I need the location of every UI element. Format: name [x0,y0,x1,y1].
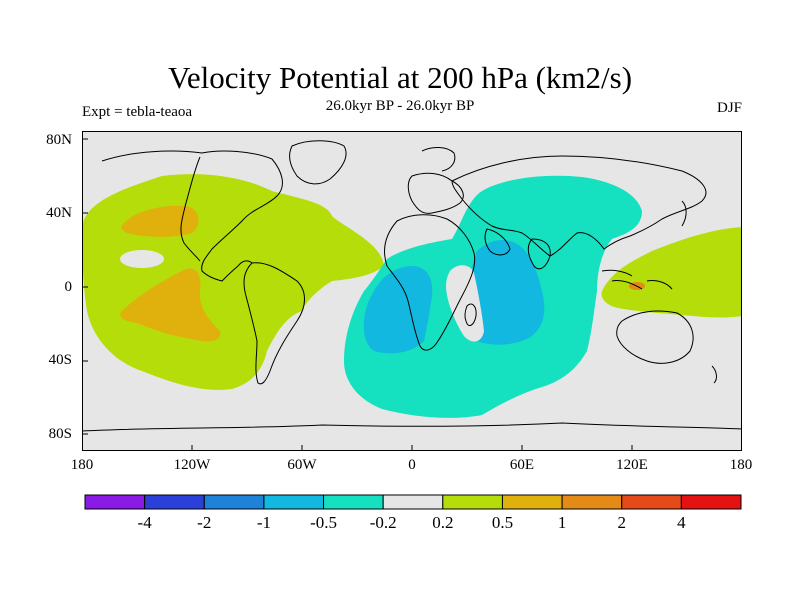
colorbar-swatch-8 [561,494,623,510]
map-plot [82,131,742,451]
colorbar-label-4: -0.2 [369,513,397,532]
colorbar-swatch-6 [442,494,503,510]
colorbar-label-1: -2 [197,513,212,532]
field-core-indian [469,239,545,345]
coastlines [82,140,742,432]
field-core-southeast-pacific [120,268,221,342]
colorbar-swatch-3 [263,494,325,510]
lat-label-40n: 40N [46,205,72,221]
plot-subtitle: 26.0kyr BP - 26.0kyr BP [325,98,475,114]
lon-label-180w: 180 [70,457,94,473]
lat-label-80n: 80N [46,132,72,148]
colorbar [84,494,742,510]
colorbar-label-3: -0.5 [310,513,337,532]
lat-label-eq: 0 [64,279,73,295]
season-label: DJF [716,100,742,116]
plot-title: Velocity Potential at 200 hPa (km2/s) [167,60,633,95]
colorbar-label-0: -4 [137,513,152,532]
colorbar-label-7: 1 [557,513,567,532]
colorbar-label-6: 0.5 [491,513,514,532]
colorbar-label-5: 0.2 [432,513,454,532]
lon-label-60e: 60E [509,457,535,473]
experiment-label: Expt = tebla-teaoa [82,104,193,120]
lat-label-80s: 80S [48,426,72,442]
colorbar-swatch-1 [144,494,205,510]
colorbar-swatch-5 [382,494,444,510]
lon-label-0: 0 [408,457,416,473]
field-pos-west-pacific [601,227,742,318]
lon-label-60w: 60W [287,457,317,473]
field-calm-spot-madagascar [446,265,484,342]
lon-label-180e: 180 [729,457,753,473]
field-core-northeast-pacific [121,205,199,237]
colorbar-swatch-4 [323,494,384,510]
field-calm-spot-pacific [120,250,164,268]
colorbar-label-9: 4 [677,513,686,532]
colorbar-swatch-0 [84,494,146,510]
colorbar-swatch-7 [501,494,563,510]
lat-label-40s: 40S [48,352,72,368]
colorbar-swatch-10 [680,494,742,510]
colorbar-swatch-2 [203,494,265,510]
lon-label-120w: 120W [173,457,211,473]
colorbar-label-2: -1 [256,513,271,532]
colorbar-swatch-9 [621,494,682,510]
axis-ticks [82,131,633,451]
lon-label-120e: 120E [616,457,648,473]
colorbar-label-8: 2 [617,513,626,532]
